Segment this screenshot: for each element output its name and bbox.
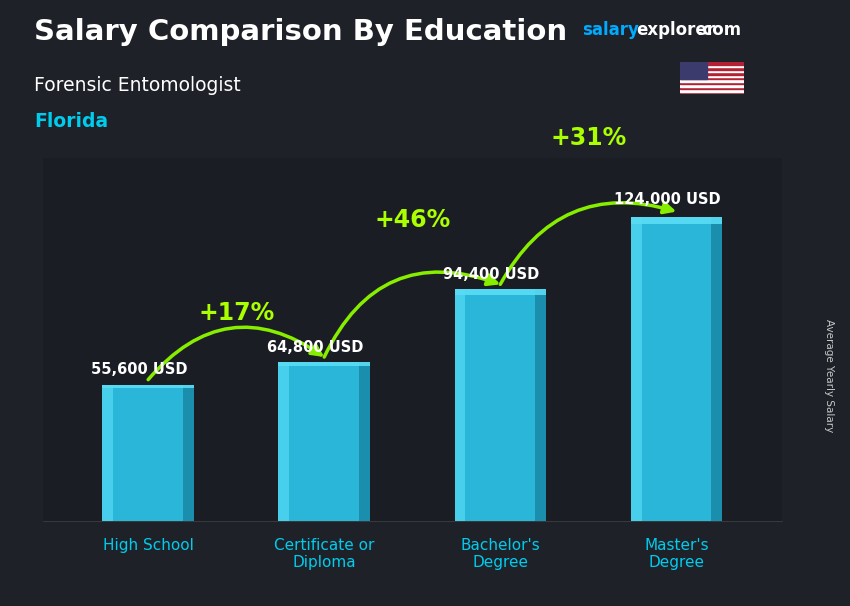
FancyBboxPatch shape bbox=[102, 385, 194, 388]
Bar bbox=[680, 87, 744, 89]
FancyArrowPatch shape bbox=[501, 203, 672, 284]
Bar bbox=[680, 84, 744, 87]
Bar bbox=[680, 62, 706, 79]
Text: +17%: +17% bbox=[198, 301, 275, 325]
Text: 124,000 USD: 124,000 USD bbox=[615, 191, 721, 207]
Bar bbox=[680, 77, 744, 79]
Text: salary: salary bbox=[582, 21, 639, 39]
FancyBboxPatch shape bbox=[631, 216, 722, 521]
FancyBboxPatch shape bbox=[359, 362, 370, 521]
FancyBboxPatch shape bbox=[279, 362, 289, 521]
FancyArrowPatch shape bbox=[324, 272, 496, 357]
Bar bbox=[680, 65, 744, 67]
FancyBboxPatch shape bbox=[455, 289, 546, 521]
Bar bbox=[680, 82, 744, 84]
FancyBboxPatch shape bbox=[102, 385, 194, 521]
Text: explorer: explorer bbox=[636, 21, 715, 39]
Text: +31%: +31% bbox=[550, 126, 626, 150]
Bar bbox=[680, 67, 744, 70]
Text: 55,600 USD: 55,600 USD bbox=[91, 362, 188, 377]
FancyBboxPatch shape bbox=[102, 385, 113, 521]
FancyBboxPatch shape bbox=[455, 289, 546, 295]
Text: .com: .com bbox=[696, 21, 741, 39]
Bar bbox=[680, 62, 744, 65]
FancyBboxPatch shape bbox=[536, 289, 546, 521]
Text: 64,800 USD: 64,800 USD bbox=[267, 339, 364, 355]
FancyBboxPatch shape bbox=[631, 216, 642, 521]
Text: Average Yearly Salary: Average Yearly Salary bbox=[824, 319, 834, 432]
Bar bbox=[680, 75, 744, 77]
FancyBboxPatch shape bbox=[183, 385, 194, 521]
FancyArrowPatch shape bbox=[148, 327, 321, 379]
Bar bbox=[680, 79, 744, 82]
FancyBboxPatch shape bbox=[631, 216, 722, 224]
Text: 94,400 USD: 94,400 USD bbox=[444, 267, 540, 282]
Bar bbox=[680, 92, 744, 94]
Bar bbox=[680, 72, 744, 75]
Bar bbox=[680, 89, 744, 92]
Bar bbox=[680, 70, 744, 72]
Text: Salary Comparison By Education: Salary Comparison By Education bbox=[34, 18, 567, 46]
FancyBboxPatch shape bbox=[711, 216, 722, 521]
Text: Florida: Florida bbox=[34, 112, 108, 131]
FancyBboxPatch shape bbox=[279, 362, 370, 366]
FancyBboxPatch shape bbox=[455, 289, 466, 521]
Text: +46%: +46% bbox=[374, 208, 450, 233]
Text: Forensic Entomologist: Forensic Entomologist bbox=[34, 76, 241, 95]
FancyBboxPatch shape bbox=[279, 362, 370, 521]
